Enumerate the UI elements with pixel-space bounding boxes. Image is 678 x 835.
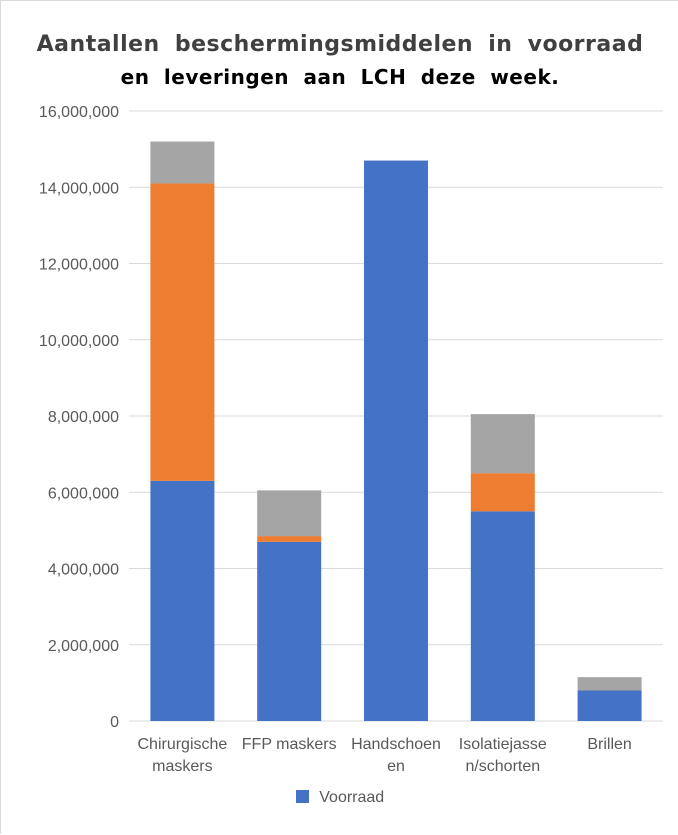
chart-title-block: Aantallen beschermingsmiddelen in voorra… (1, 29, 678, 93)
chart-subtitle: en leveringen aan LCH deze week. (120, 65, 560, 89)
y-tick-label: 0 (110, 714, 119, 731)
bar-segment (150, 183, 215, 481)
x-category-label: maskers (152, 758, 212, 775)
bar-segment (470, 414, 535, 474)
bar-segment (257, 490, 322, 537)
x-category-label: Chirurgische (137, 736, 227, 753)
x-category-label: en (387, 758, 405, 775)
legend-swatch-voorraad (295, 790, 309, 803)
x-category-label: FFP maskers (242, 736, 337, 753)
y-tick-label: 14,000,000 (39, 180, 119, 197)
y-tick-label: 4,000,000 (48, 562, 119, 579)
bar-segment (577, 690, 642, 721)
y-tick-label: 12,000,000 (39, 257, 119, 274)
bar-segment (150, 141, 215, 184)
bar-segment (470, 511, 535, 721)
x-category-label: Brillen (587, 736, 631, 753)
bar-segment (364, 160, 428, 721)
x-category-label: n/schorten (465, 758, 540, 775)
legend-label-voorraad: Voorraad (319, 789, 385, 806)
legend: Voorraad (1, 789, 678, 807)
bar-segment (577, 677, 642, 691)
x-category-label: Handschoen (351, 736, 441, 753)
bar-segment (257, 541, 322, 721)
bar-segment (257, 536, 322, 542)
y-tick-label: 2,000,000 (48, 638, 119, 655)
y-tick-label: 10,000,000 (39, 333, 119, 350)
bar-segment (470, 473, 535, 512)
x-category-label: Isolatiejasse (459, 736, 547, 753)
y-tick-label: 6,000,000 (48, 485, 119, 502)
y-tick-label: 16,000,000 (39, 104, 119, 121)
y-tick-label: 8,000,000 (48, 409, 119, 426)
chart-title: Aantallen beschermingsmiddelen in voorra… (36, 32, 644, 57)
bar-segment (150, 480, 215, 721)
